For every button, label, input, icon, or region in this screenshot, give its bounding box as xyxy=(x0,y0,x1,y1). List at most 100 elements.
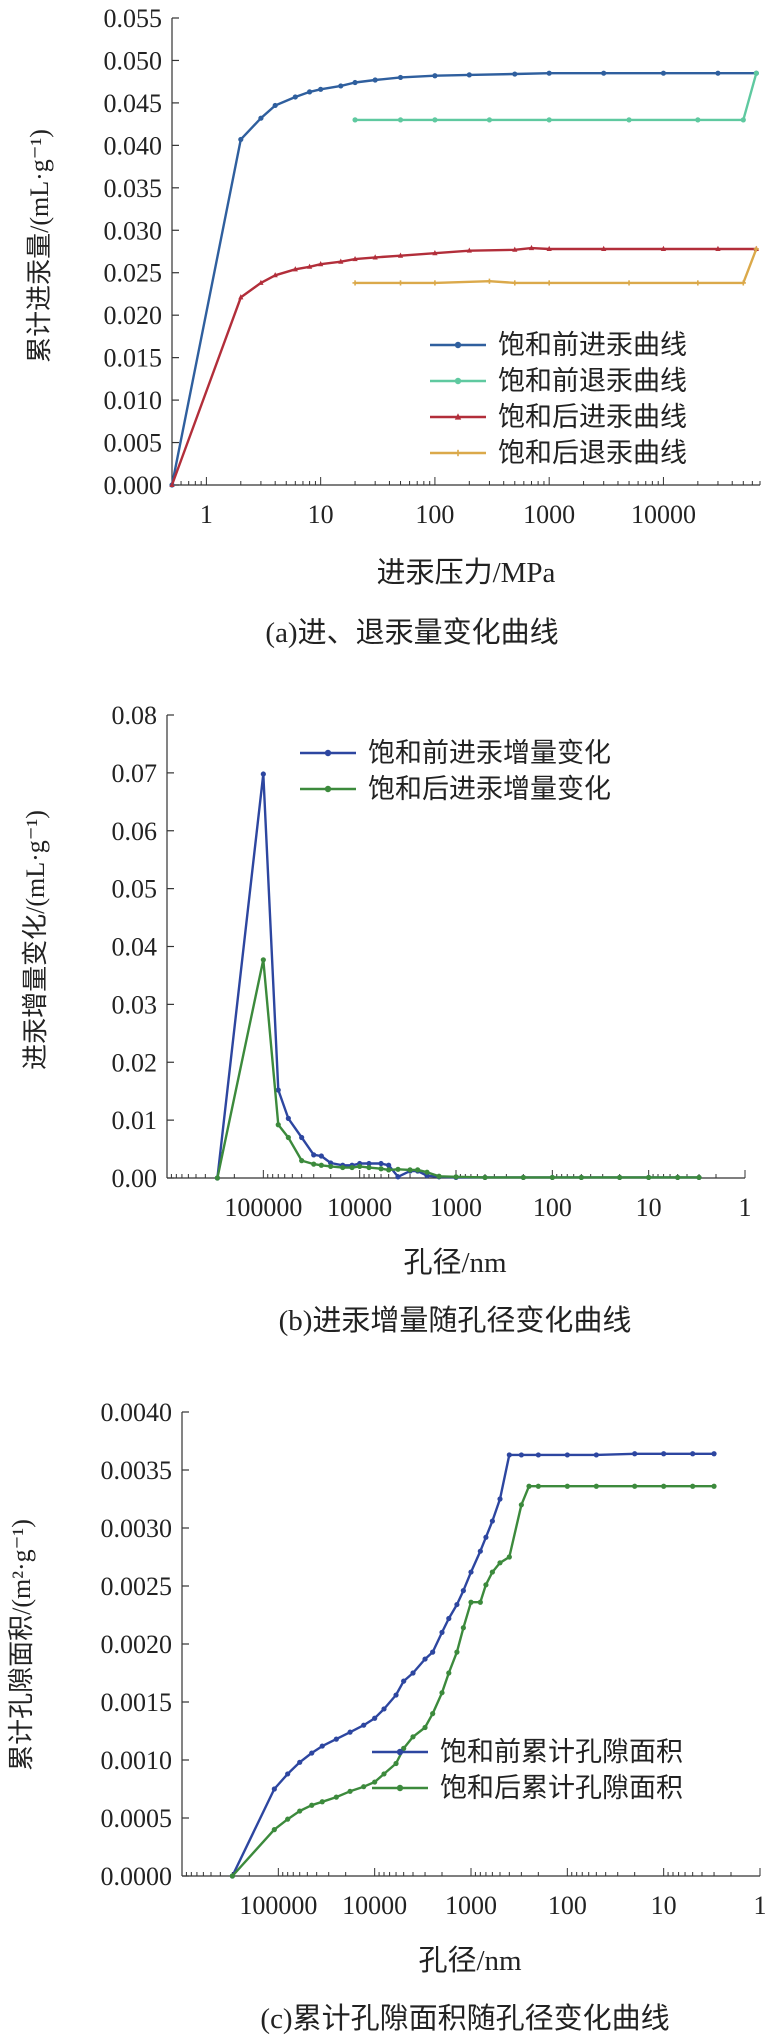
panel-a-data-point xyxy=(486,117,493,123)
panel-c-data-point xyxy=(483,1582,489,1588)
panel-a-data-point xyxy=(306,89,313,95)
panel-b-y-tick-label: 0.00 xyxy=(112,1164,158,1193)
panel-a-data-point xyxy=(546,245,552,251)
panel-c-data-point xyxy=(297,1759,303,1765)
panel-c-data-point xyxy=(460,1625,466,1631)
panel-a-data-point xyxy=(292,266,298,272)
panel-c-data-point xyxy=(410,1734,416,1740)
panel-b-legend-marker xyxy=(324,749,332,757)
panel-c-data-point xyxy=(690,1451,696,1457)
panel-a-y-tick-label: 0.020 xyxy=(104,301,163,330)
panel-b-data-point xyxy=(357,1163,363,1170)
panel-a-series-line xyxy=(355,72,758,122)
panel-a-data-point xyxy=(432,249,438,256)
panel-a-data-point xyxy=(695,117,701,123)
panel-c-data-point xyxy=(309,1750,315,1756)
panel-c-data-point xyxy=(477,1599,483,1605)
panel-a-legend-marker xyxy=(454,413,462,420)
panel-a-data-point xyxy=(397,117,404,123)
panel-c-data-point xyxy=(309,1802,315,1808)
panel-c-series-1 xyxy=(229,1451,717,1879)
panel-a-y-tick-label: 0.010 xyxy=(104,386,163,415)
panel-a-y-tick-label: 0.000 xyxy=(104,471,163,500)
panel-b-data-point xyxy=(318,1162,324,1168)
panel-c-data-point xyxy=(430,1711,436,1717)
panel-b-x-tick-label: 100 xyxy=(533,1193,572,1222)
panel-a-x-tick-label: 1 xyxy=(200,500,213,529)
panel-a-series-4 xyxy=(352,246,759,286)
panel-b-data-point xyxy=(675,1174,681,1181)
panel-c-data-point xyxy=(711,1451,717,1457)
panel-b-data-point xyxy=(520,1174,526,1181)
panel-b-data-point xyxy=(395,1174,401,1180)
panel-b-data-point xyxy=(386,1167,392,1173)
panel-c-data-point xyxy=(446,1670,452,1676)
panel-b-series-2 xyxy=(214,957,702,1181)
panel-c-data-point xyxy=(690,1483,696,1489)
panel-c-data-point xyxy=(229,1873,235,1879)
panel-c-y-tick-label: 0.0015 xyxy=(101,1688,173,1717)
panel-c-data-point xyxy=(535,1452,541,1458)
panel-b-data-point xyxy=(386,1162,392,1168)
panel-c-data-point xyxy=(506,1452,512,1458)
panel-b-data-point xyxy=(549,1174,555,1181)
panel-c-x-tick-label: 100000 xyxy=(239,1891,317,1920)
panel-a-legend-entry: 饱和后进汞曲线 xyxy=(430,402,687,432)
panel-b-legend-label: 饱和后进汞增量变化 xyxy=(368,774,611,804)
panel-c-y-tick-label: 0.0020 xyxy=(101,1630,173,1659)
panel-a-y-tick-label: 0.045 xyxy=(104,89,163,118)
panel-a: 0.000 0.005 0.010 0.015 0.020 0.025 0.030 0.035… xyxy=(25,4,761,649)
panel-c-legend-entry: 饱和前累计孔隙面积 xyxy=(372,1737,683,1767)
panel-a-y-axis-label: 累计进汞量/(mL·g⁻¹) xyxy=(25,129,54,363)
panel-a-legend-entry: 饱和前进汞曲线 xyxy=(430,330,687,360)
panel-c-data-point xyxy=(381,1706,387,1712)
panel-a-y-tick-label: 0.050 xyxy=(104,46,163,75)
panel-c-data-point xyxy=(410,1670,416,1676)
panel-b-series-1 xyxy=(214,771,702,1181)
panel-a-legend-label: 饱和前进汞曲线 xyxy=(498,330,687,360)
panel-c-series-2 xyxy=(229,1483,717,1879)
panel-b-data-point xyxy=(696,1174,702,1181)
panel-b-y-tick-label: 0.04 xyxy=(112,933,158,962)
panel-c-data-point xyxy=(372,1715,378,1721)
panel-c-data-point xyxy=(632,1451,638,1457)
panel-c-data-point xyxy=(497,1496,503,1502)
panel-c-data-point xyxy=(460,1588,466,1594)
panel-a-y-tick-label: 0.015 xyxy=(104,344,163,373)
panel-a-data-point xyxy=(238,136,244,143)
panel-c-y-tick-label: 0.0010 xyxy=(101,1746,173,1775)
panel-b-data-point xyxy=(328,1163,334,1170)
panel-b-data-point xyxy=(318,1153,324,1159)
panel-c-data-point xyxy=(347,1788,353,1794)
panel-a-y-tick-label: 0.055 xyxy=(104,4,163,33)
panel-a-data-point xyxy=(352,117,358,123)
panel-b-data-point xyxy=(260,771,266,777)
panel-b-data-point xyxy=(311,1152,317,1158)
panel-b-data-point xyxy=(436,1173,442,1179)
panel-c: 0.0000 0.0005 0.0010 0.0015 0.0020 0.0025 0.00… xyxy=(7,1398,767,2035)
panel-c-legend-entry: 饱和后累计孔隙面积 xyxy=(372,1773,683,1803)
panel-b-data-point xyxy=(275,1087,281,1093)
panel-c-data-point xyxy=(319,1799,325,1805)
panel-b-data-point xyxy=(407,1167,413,1173)
panel-b-data-point xyxy=(285,1115,291,1121)
panel-b-legend-entry: 饱和后进汞增量变化 xyxy=(300,774,611,804)
panel-a-data-point xyxy=(352,255,358,262)
panel-b-x-tick-label: 1 xyxy=(739,1193,752,1222)
panel-b-data-point xyxy=(366,1160,372,1167)
panel-c-data-point xyxy=(439,1629,445,1635)
panel-b-y-tick-label: 0.07 xyxy=(112,759,158,788)
panel-b-data-point xyxy=(424,1169,430,1175)
panel-c-x-tick-label: 1000 xyxy=(445,1891,497,1920)
panel-b-legend-entry: 饱和前进汞增量变化 xyxy=(300,738,611,768)
panel-c-data-point xyxy=(361,1722,367,1728)
panel-a-y-tick-label: 0.040 xyxy=(104,131,163,160)
panel-c-data-point xyxy=(468,1599,474,1605)
panel-c-caption: (c)累计孔隙面积随孔径变化曲线 xyxy=(260,2002,669,2035)
panel-c-data-point xyxy=(454,1601,460,1608)
panel-a-legend-label: 饱和前退汞曲线 xyxy=(498,366,687,396)
panel-c-data-point xyxy=(632,1483,638,1489)
panel-a-data-point xyxy=(466,72,472,78)
panel-c-data-point xyxy=(333,1794,339,1800)
